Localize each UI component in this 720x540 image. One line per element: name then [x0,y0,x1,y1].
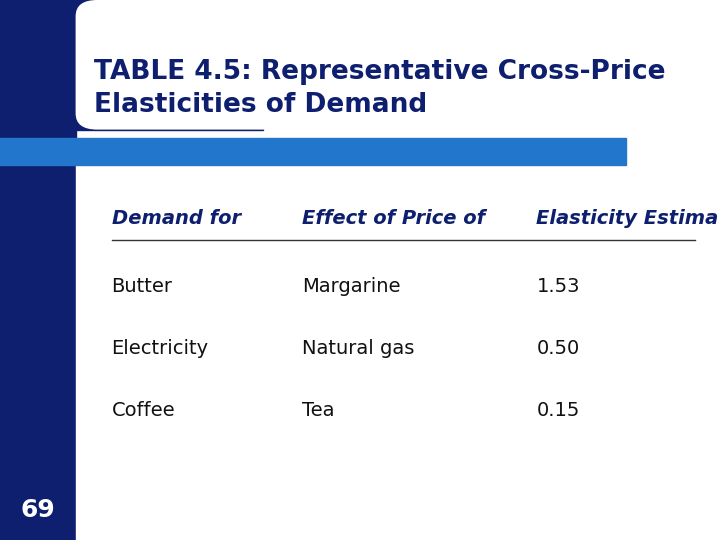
Bar [0,138,626,165]
Text: Elasticity Estima: Elasticity Estima [536,209,719,228]
Bar [76,0,263,130]
Text: Butter: Butter [112,276,173,296]
Text: Coffee: Coffee [112,401,175,420]
Text: 1.53: 1.53 [536,276,580,296]
Bar [76,165,720,540]
Text: 0.15: 0.15 [536,401,580,420]
Text: 69: 69 [21,498,55,522]
Text: Natural gas: Natural gas [302,339,415,358]
Text: TABLE 4.5: Representative Cross-Price
Elasticities of Demand: TABLE 4.5: Representative Cross-Price El… [94,59,665,118]
Text: Effect of Price of: Effect of Price of [302,209,485,228]
FancyBboxPatch shape [76,0,706,130]
Text: 0.50: 0.50 [536,339,580,358]
Text: Electricity: Electricity [112,339,209,358]
Text: Demand for: Demand for [112,209,240,228]
Bar [0,0,76,540]
Text: Tea: Tea [302,401,335,420]
Text: Margarine: Margarine [302,276,401,296]
